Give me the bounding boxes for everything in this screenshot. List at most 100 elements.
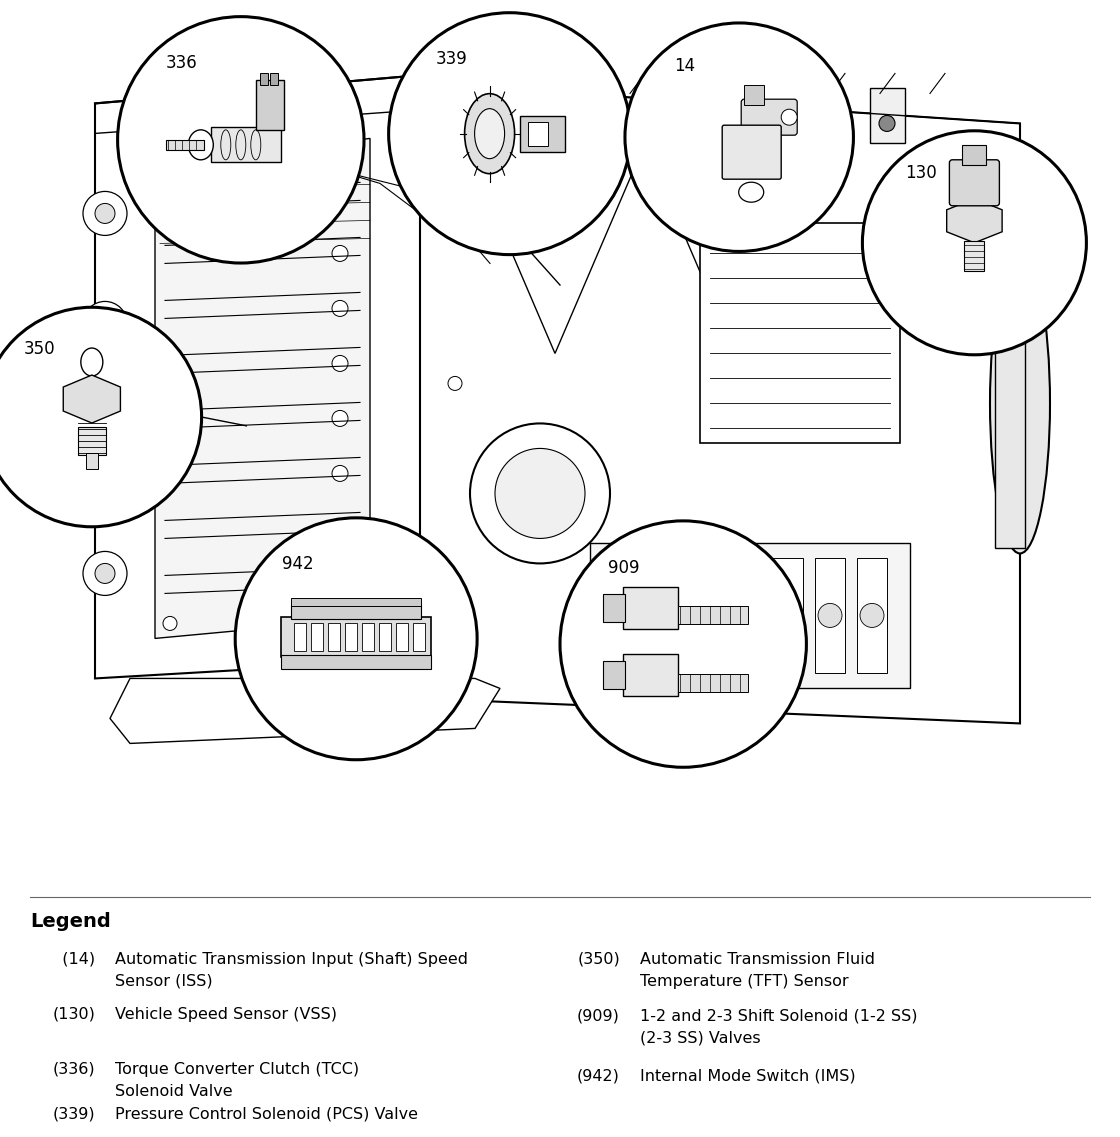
Bar: [260, 73, 268, 85]
Text: 339: 339: [436, 50, 467, 68]
Bar: [700, 224, 900, 443]
Circle shape: [448, 376, 461, 390]
Circle shape: [95, 564, 115, 583]
Circle shape: [560, 521, 806, 767]
Circle shape: [0, 307, 202, 526]
Bar: [679, 674, 748, 692]
Bar: [380, 623, 391, 650]
Text: Legend: Legend: [30, 912, 111, 931]
Text: (350): (350): [577, 952, 620, 966]
Circle shape: [860, 604, 884, 628]
Circle shape: [164, 616, 177, 630]
Polygon shape: [420, 83, 1020, 723]
Text: (336): (336): [53, 1062, 95, 1077]
Text: (909): (909): [577, 1009, 620, 1024]
Polygon shape: [63, 375, 121, 423]
Text: Vehicle Speed Sensor (VSS): Vehicle Speed Sensor (VSS): [115, 1007, 337, 1022]
Bar: [396, 623, 408, 650]
Bar: [623, 654, 679, 696]
Bar: [166, 140, 204, 150]
Bar: [773, 558, 803, 673]
Bar: [172, 78, 188, 103]
Circle shape: [625, 23, 853, 251]
Bar: [211, 127, 281, 161]
Circle shape: [862, 131, 1086, 355]
Bar: [291, 604, 421, 619]
Bar: [870, 89, 905, 143]
Ellipse shape: [465, 93, 514, 174]
Circle shape: [776, 604, 800, 628]
Bar: [413, 623, 426, 650]
Circle shape: [692, 604, 716, 628]
Text: (339): (339): [53, 1107, 95, 1122]
Polygon shape: [645, 143, 825, 354]
Circle shape: [332, 521, 348, 537]
Bar: [731, 558, 760, 673]
Circle shape: [343, 136, 357, 150]
Circle shape: [448, 136, 461, 150]
Text: Automatic Transmission Input (Shaft) Speed: Automatic Transmission Input (Shaft) Spe…: [115, 952, 468, 966]
Circle shape: [879, 116, 895, 132]
Circle shape: [389, 13, 631, 255]
Circle shape: [164, 147, 177, 160]
Text: Torque Converter Clutch (TCC): Torque Converter Clutch (TCC): [115, 1062, 360, 1077]
Bar: [679, 606, 748, 624]
Bar: [328, 623, 340, 650]
Bar: [647, 558, 676, 673]
Bar: [362, 623, 374, 650]
Bar: [291, 598, 421, 606]
Bar: [295, 623, 306, 650]
Circle shape: [332, 190, 348, 207]
Polygon shape: [110, 679, 500, 744]
Bar: [345, 623, 357, 650]
Circle shape: [83, 191, 127, 235]
Circle shape: [332, 410, 348, 426]
Bar: [520, 116, 564, 151]
Polygon shape: [155, 139, 370, 639]
Bar: [281, 616, 431, 657]
Circle shape: [332, 465, 348, 481]
Circle shape: [608, 604, 632, 628]
Circle shape: [83, 301, 127, 346]
Bar: [604, 594, 625, 622]
Bar: [78, 428, 105, 455]
Circle shape: [95, 443, 115, 464]
Bar: [287, 78, 304, 103]
Bar: [857, 558, 887, 673]
Ellipse shape: [990, 254, 1051, 554]
Text: (942): (942): [577, 1069, 620, 1084]
Bar: [689, 558, 719, 673]
Text: Solenoid Valve: Solenoid Valve: [115, 1084, 233, 1099]
Circle shape: [332, 300, 348, 316]
Bar: [270, 73, 278, 85]
Text: Automatic Transmission Fluid: Automatic Transmission Fluid: [640, 952, 875, 966]
Bar: [604, 661, 625, 689]
Bar: [248, 78, 263, 103]
Text: (130): (130): [53, 1007, 95, 1022]
Bar: [528, 122, 548, 146]
Circle shape: [83, 551, 127, 596]
Bar: [281, 655, 431, 669]
Bar: [86, 453, 97, 470]
Circle shape: [818, 604, 842, 628]
Circle shape: [332, 246, 348, 262]
Bar: [605, 558, 635, 673]
Circle shape: [332, 356, 348, 372]
Text: Temperature (TFT) Sensor: Temperature (TFT) Sensor: [640, 974, 849, 989]
Bar: [590, 543, 909, 688]
Circle shape: [95, 314, 115, 333]
Ellipse shape: [739, 182, 764, 202]
Polygon shape: [465, 143, 645, 354]
Ellipse shape: [81, 348, 103, 376]
Polygon shape: [946, 199, 1002, 243]
Bar: [815, 558, 844, 673]
Circle shape: [235, 517, 477, 760]
Text: Sensor (ISS): Sensor (ISS): [115, 974, 213, 989]
Text: Pressure Control Solenoid (PCS) Valve: Pressure Control Solenoid (PCS) Valve: [115, 1107, 418, 1122]
Bar: [995, 248, 1025, 548]
Circle shape: [734, 604, 758, 628]
Bar: [207, 78, 223, 103]
Circle shape: [495, 448, 585, 539]
Bar: [964, 241, 984, 271]
Circle shape: [95, 204, 115, 224]
